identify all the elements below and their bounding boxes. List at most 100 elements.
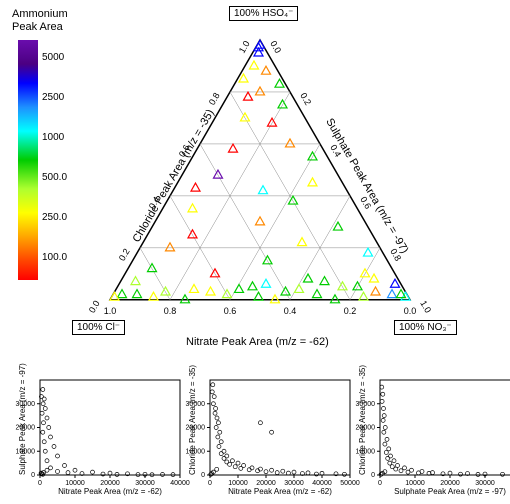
ternary-marker — [262, 279, 271, 287]
ternary-marker — [131, 277, 140, 285]
scatter-marker — [47, 426, 51, 430]
svg-text:0.4: 0.4 — [284, 306, 297, 316]
scatter-marker — [392, 459, 396, 463]
ternary-marker — [370, 274, 379, 282]
ternary-marker — [250, 61, 259, 69]
ternary-marker — [286, 139, 295, 147]
scatter-marker — [41, 402, 45, 406]
scatter-ylabel: Chloride Peak Area (m/z = -35) — [188, 365, 197, 475]
svg-text:10000: 10000 — [405, 480, 425, 487]
ternary-marker — [248, 282, 257, 290]
ternary-marker — [338, 282, 347, 290]
scatter-marker — [406, 470, 410, 474]
scatter-marker — [215, 467, 219, 471]
scatter-marker — [306, 471, 310, 475]
scatter-marker — [66, 471, 70, 475]
svg-text:0.8: 0.8 — [207, 91, 222, 107]
svg-text:1.0: 1.0 — [237, 39, 252, 55]
scatter-marker — [45, 459, 49, 463]
scatter-marker — [56, 454, 60, 458]
scatter-marker — [388, 461, 392, 465]
ternary-marker — [304, 274, 313, 282]
scatter-marker — [42, 397, 46, 401]
ternary-marker — [235, 284, 244, 292]
ternary-marker — [281, 287, 290, 295]
svg-text:30000: 30000 — [284, 480, 304, 487]
scatter-marker — [381, 392, 385, 396]
scatter-marker — [382, 430, 386, 434]
scatter-marker — [230, 459, 234, 463]
svg-text:1.0: 1.0 — [104, 306, 117, 316]
svg-text:0.2: 0.2 — [298, 91, 313, 107]
scatter-marker — [215, 416, 219, 420]
ternary-marker — [263, 256, 272, 264]
svg-text:20000: 20000 — [256, 480, 276, 487]
scatter-marker — [219, 452, 223, 456]
scatter-marker — [73, 468, 77, 472]
scatter-xlabel: Nitrate Peak Area (m/z = -62) — [40, 487, 180, 496]
ternary-marker — [271, 295, 280, 303]
scatter-marker — [233, 465, 237, 469]
scatter-marker — [222, 456, 226, 460]
ternary-marker — [278, 100, 287, 108]
svg-text:1.0: 1.0 — [418, 299, 433, 315]
scatter-marker — [40, 411, 44, 415]
ternary-marker — [241, 113, 250, 121]
scatter-marker — [63, 464, 67, 468]
ternary-bottom-axis-label: Nitrate Peak Area (m/z = -62) — [186, 336, 329, 348]
ternary-plot: 0.01.01.00.20.80.80.40.60.60.60.40.40.80… — [0, 0, 510, 360]
scatter-marker — [385, 437, 389, 441]
scatter-marker — [216, 435, 220, 439]
ternary-marker — [190, 284, 199, 292]
svg-text:30000: 30000 — [475, 480, 495, 487]
scatter-marker — [52, 445, 56, 449]
ternary-marker — [244, 92, 253, 100]
ternary-marker — [364, 248, 373, 256]
ternary-marker — [308, 152, 317, 160]
ternary-marker — [308, 178, 317, 186]
scatter-xlabel: Nitrate Peak Area (m/z = -62) — [210, 487, 350, 496]
svg-text:0: 0 — [371, 472, 375, 479]
scatter-marker — [250, 466, 254, 470]
ternary-marker — [313, 290, 322, 298]
ternary-marker — [371, 287, 380, 295]
scatter-marker — [270, 430, 274, 434]
scatter-sulphate-vs-nitrate: 0100002000030000400000100002000030000 — [40, 380, 185, 480]
scatter-marker — [264, 470, 268, 474]
scatter-marker — [115, 472, 119, 476]
svg-text:0.0: 0.0 — [87, 299, 102, 315]
scatter-marker — [56, 469, 60, 473]
scatter-marker — [236, 461, 240, 465]
scatter-marker — [380, 399, 384, 403]
svg-text:20000: 20000 — [100, 480, 120, 487]
scatter-marker — [386, 456, 390, 460]
svg-text:0: 0 — [378, 480, 382, 487]
scatter-marker — [417, 471, 421, 475]
scatter-marker — [382, 414, 386, 418]
scatter-marker — [381, 418, 385, 422]
ternary-marker — [188, 230, 197, 238]
ternary-marker — [268, 118, 277, 126]
svg-text:0: 0 — [38, 480, 42, 487]
scatter-marker — [41, 388, 45, 392]
scatter-marker — [275, 471, 279, 475]
svg-text:30000: 30000 — [135, 480, 155, 487]
ternary-marker — [181, 295, 190, 303]
ternary-marker — [206, 287, 215, 295]
scatter-marker — [228, 462, 232, 466]
ternary-marker — [223, 290, 232, 298]
scatter-marker — [49, 435, 53, 439]
apex-left-label: 100% Cl⁻ — [72, 320, 125, 335]
ternary-marker — [259, 186, 268, 194]
svg-text:50000: 50000 — [340, 480, 360, 487]
ternary-marker — [148, 264, 157, 272]
scatter-xlabel: Sulphate Peak Area (m/z = -97) — [380, 487, 510, 496]
ternary-marker — [262, 66, 271, 74]
ternary-marker — [334, 222, 343, 230]
scatter-marker — [394, 467, 398, 471]
scatter-marker — [214, 407, 218, 411]
scatter-marker — [216, 421, 220, 425]
scatter-marker — [41, 430, 45, 434]
svg-text:20000: 20000 — [440, 480, 460, 487]
scatter-marker — [45, 468, 49, 472]
